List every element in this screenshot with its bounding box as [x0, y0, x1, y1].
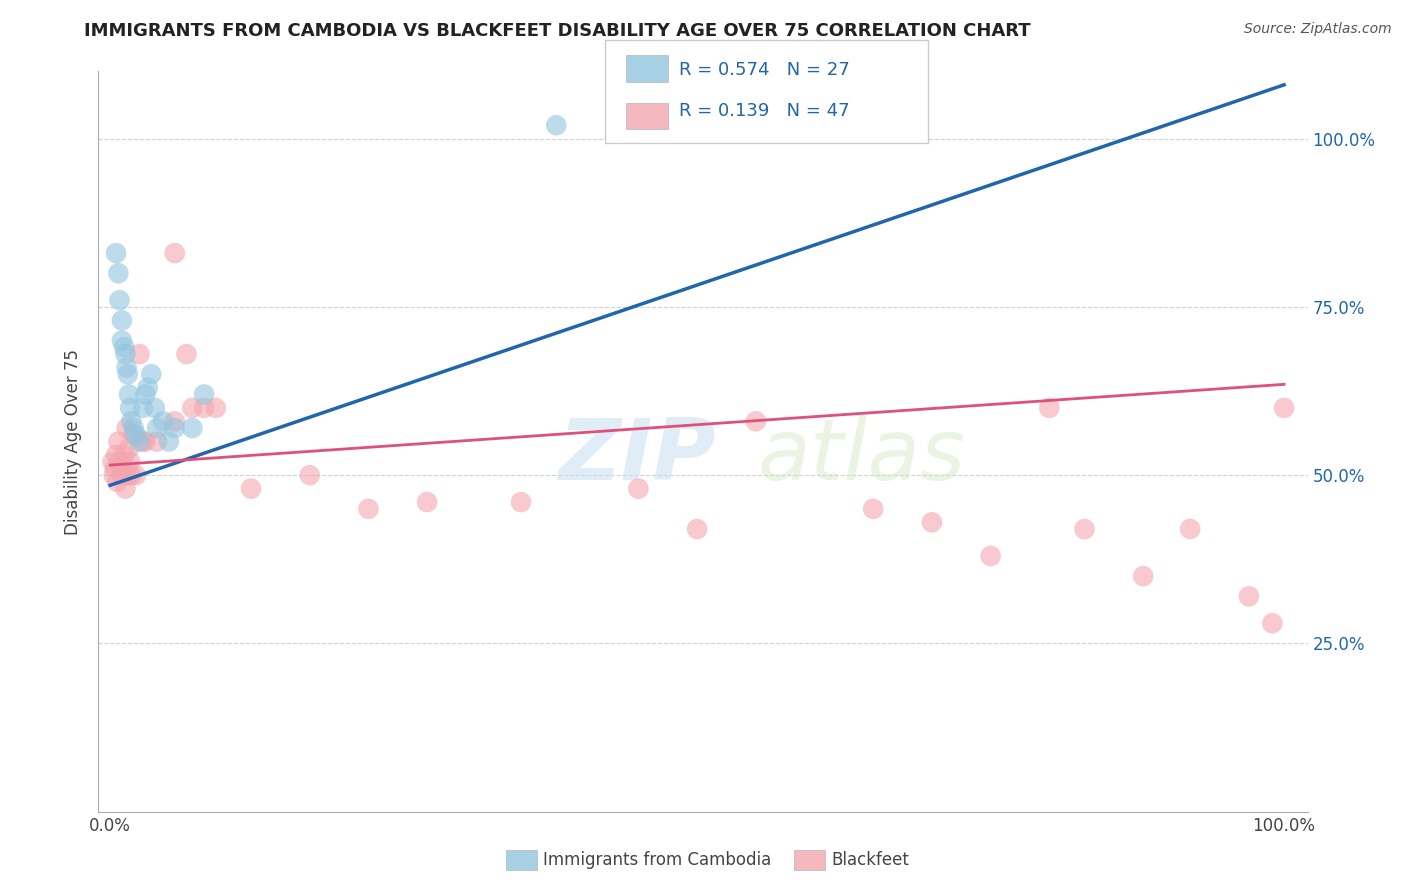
Point — [128, 347, 150, 361]
Text: atlas: atlas — [758, 415, 966, 498]
Point — [117, 468, 139, 483]
Point — [627, 482, 650, 496]
Point — [357, 501, 380, 516]
Point — [163, 421, 186, 435]
Point — [105, 475, 128, 489]
Point — [745, 414, 768, 428]
Point — [114, 347, 136, 361]
Point — [105, 448, 128, 462]
Point — [980, 549, 1002, 563]
Point — [114, 482, 136, 496]
Point — [193, 401, 215, 415]
Point — [1180, 522, 1202, 536]
Point — [107, 266, 129, 280]
Point — [416, 495, 439, 509]
Text: Immigrants from Cambodia: Immigrants from Cambodia — [543, 851, 770, 869]
Point — [128, 434, 150, 449]
Text: ZIP: ZIP — [558, 415, 716, 498]
Point — [111, 468, 134, 483]
Point — [686, 522, 709, 536]
Text: R = 0.574   N = 27: R = 0.574 N = 27 — [679, 61, 849, 78]
Point — [181, 421, 204, 435]
Point — [112, 448, 135, 462]
Point — [120, 455, 142, 469]
Point — [118, 387, 141, 401]
Point — [240, 482, 263, 496]
Point — [120, 401, 142, 415]
Point — [176, 347, 198, 361]
Point — [125, 468, 148, 483]
Point — [1272, 401, 1295, 415]
Point — [134, 434, 156, 449]
Point — [122, 427, 145, 442]
Point — [117, 368, 139, 382]
Point — [120, 468, 142, 483]
Text: R = 0.139   N = 47: R = 0.139 N = 47 — [679, 102, 849, 120]
Text: IMMIGRANTS FROM CAMBODIA VS BLACKFEET DISABILITY AGE OVER 75 CORRELATION CHART: IMMIGRANTS FROM CAMBODIA VS BLACKFEET DI… — [84, 22, 1031, 40]
Point — [134, 387, 156, 401]
Point — [510, 495, 533, 509]
Point — [152, 414, 174, 428]
Point — [157, 434, 180, 449]
Point — [103, 468, 125, 483]
Point — [115, 421, 138, 435]
Point — [141, 368, 163, 382]
Point — [125, 427, 148, 442]
Point — [111, 334, 134, 348]
Point — [112, 455, 135, 469]
Text: Source: ZipAtlas.com: Source: ZipAtlas.com — [1244, 22, 1392, 37]
Point — [1261, 616, 1284, 631]
Point — [193, 387, 215, 401]
Point — [122, 421, 145, 435]
Point — [118, 442, 141, 456]
Point — [204, 401, 226, 415]
Point — [120, 414, 142, 428]
Point — [1132, 569, 1154, 583]
Point — [1073, 522, 1095, 536]
Point — [1038, 401, 1060, 415]
Point — [163, 246, 186, 260]
Point — [111, 313, 134, 327]
Point — [921, 516, 943, 530]
Point — [143, 401, 166, 415]
Point — [298, 468, 321, 483]
Point — [1237, 590, 1260, 604]
Point — [146, 434, 169, 449]
Point — [163, 414, 186, 428]
Y-axis label: Disability Age Over 75: Disability Age Over 75 — [65, 349, 83, 534]
Point — [104, 461, 127, 475]
Point — [546, 118, 568, 132]
Point — [146, 421, 169, 435]
Point — [132, 434, 155, 449]
Point — [136, 381, 159, 395]
Point — [107, 434, 129, 449]
Point — [110, 461, 132, 475]
Point — [132, 401, 155, 415]
Point — [108, 455, 131, 469]
Point — [101, 455, 124, 469]
Point — [181, 401, 204, 415]
Text: Blackfeet: Blackfeet — [831, 851, 908, 869]
Point — [108, 293, 131, 308]
Point — [115, 360, 138, 375]
Point — [112, 340, 135, 354]
Point — [862, 501, 884, 516]
Point — [105, 246, 128, 260]
